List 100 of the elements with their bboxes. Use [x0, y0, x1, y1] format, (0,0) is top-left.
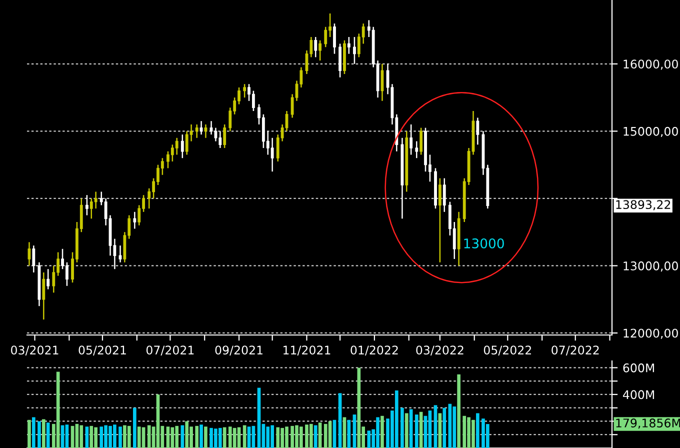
bar — [276, 427, 280, 448]
bar — [242, 425, 246, 448]
candlestick — [94, 191, 98, 210]
bar — [42, 419, 46, 448]
candlestick — [318, 40, 322, 62]
candlestick — [195, 124, 198, 139]
candlestick — [420, 127, 423, 156]
x-tick-label: 09/2021 — [215, 346, 262, 356]
bar — [438, 413, 442, 448]
bar — [133, 408, 136, 448]
candlestick — [338, 43, 342, 78]
bar — [200, 424, 203, 448]
bar — [85, 426, 89, 448]
bar — [380, 416, 384, 448]
bar — [457, 374, 460, 448]
candlestick — [252, 90, 255, 112]
x-tick-label: 05/2022 — [484, 346, 531, 356]
bar — [180, 425, 184, 448]
candlestick — [85, 194, 88, 216]
bar — [185, 421, 189, 448]
candlestick — [270, 137, 274, 172]
bar — [218, 428, 222, 448]
bar — [400, 408, 404, 448]
bar — [32, 417, 36, 448]
bar — [409, 409, 413, 448]
bar — [338, 393, 342, 448]
candlestick — [333, 22, 336, 54]
x-tick-label: 07/2022 — [552, 346, 599, 356]
bar — [419, 412, 423, 448]
bar — [328, 421, 332, 448]
candlestick — [218, 130, 222, 149]
bar — [222, 427, 226, 448]
candlestick — [42, 272, 46, 320]
bar — [56, 372, 60, 448]
bar — [314, 425, 318, 448]
bar — [347, 420, 351, 448]
bar — [204, 426, 208, 448]
bar — [476, 413, 480, 448]
y-tick-label: 400M — [622, 390, 654, 400]
bar — [28, 420, 31, 448]
bar — [232, 428, 236, 448]
x-tick-label: 07/2021 — [146, 346, 194, 356]
bar — [166, 426, 170, 448]
bar — [247, 426, 251, 448]
bar — [257, 388, 261, 448]
bar — [118, 426, 122, 448]
bar — [90, 426, 94, 448]
bar — [357, 368, 361, 448]
bar — [70, 426, 74, 448]
bar — [448, 404, 452, 448]
x-tick-label: 03/2021 — [11, 346, 58, 356]
candlestick — [438, 178, 442, 263]
y-tick-label: 13000,00 — [624, 261, 678, 272]
bar — [100, 426, 104, 448]
bar — [252, 426, 256, 448]
annotation: 13000 — [464, 238, 504, 248]
bar — [367, 430, 371, 448]
candlestick — [410, 124, 413, 156]
bar — [404, 413, 408, 448]
bar — [342, 417, 346, 448]
y-tick-label: 12000,00 — [624, 328, 678, 339]
bar — [65, 424, 69, 448]
y-tick-label: 16000,00 — [624, 60, 678, 70]
candlestick — [32, 244, 36, 274]
x-tick-label: 03/2022 — [416, 346, 464, 356]
bar — [428, 410, 432, 448]
x-tick-label: 01/2022 — [350, 346, 398, 356]
candlestick — [46, 268, 50, 290]
y-tick-label: 600M — [623, 363, 654, 372]
bar — [266, 426, 270, 448]
candlestick — [476, 117, 480, 146]
bar — [38, 421, 41, 448]
bar — [75, 424, 79, 448]
bar — [332, 420, 336, 448]
candlestick — [180, 134, 184, 159]
bar — [452, 406, 456, 448]
y-tick-label: 15000,00 — [624, 126, 678, 138]
text: 13893,22 — [616, 200, 670, 210]
bar — [394, 390, 398, 448]
bar — [228, 426, 232, 448]
bar — [434, 405, 438, 448]
bar — [60, 425, 64, 448]
bar — [80, 425, 84, 448]
candlestick — [442, 178, 446, 213]
candlestick — [243, 83, 246, 98]
bar — [195, 426, 199, 448]
bar — [137, 426, 141, 448]
x-tick-label: 11/2021 — [284, 346, 330, 356]
bar — [127, 426, 131, 448]
bar — [147, 425, 151, 448]
candlestick — [347, 36, 350, 54]
candlestick — [133, 211, 136, 230]
bar — [318, 422, 322, 448]
candlestick — [185, 130, 188, 156]
bar — [462, 416, 466, 448]
x-tick-label: 05/2021 — [78, 346, 126, 356]
candlestick — [175, 137, 178, 156]
candlestick — [324, 26, 328, 48]
text: 179,1856M — [616, 418, 680, 429]
candlestick — [353, 36, 356, 65]
